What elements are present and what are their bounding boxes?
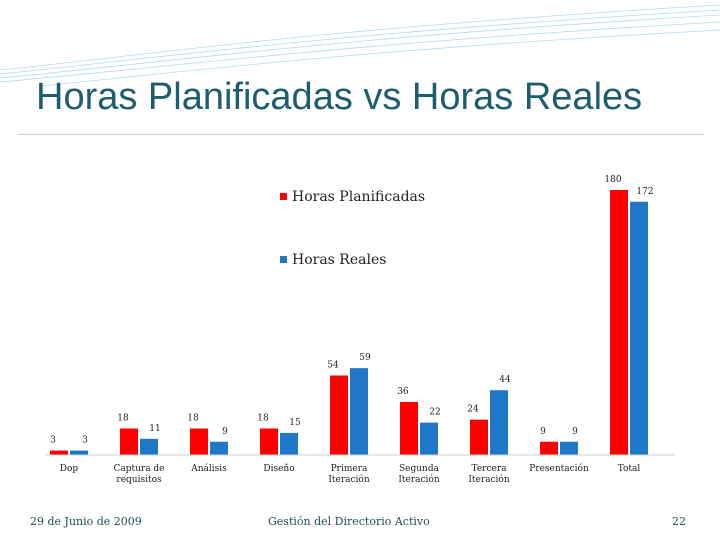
bar-actual-0 xyxy=(70,450,88,455)
bar-planned-6 xyxy=(470,419,488,455)
value-label-actual-5: 22 xyxy=(429,408,440,418)
category-label-5-1: Iteración xyxy=(398,474,440,485)
value-label-actual-4: 59 xyxy=(359,353,371,363)
bar-planned-0 xyxy=(50,450,68,455)
category-label-1-0: Captura de xyxy=(113,464,164,474)
category-label-1-1: requisitos xyxy=(116,475,162,485)
value-label-actual-0: 3 xyxy=(82,436,88,446)
category-label-2-0: Análisis xyxy=(190,463,227,474)
bar-planned-8 xyxy=(610,190,628,455)
bar-actual-3 xyxy=(280,432,298,455)
category-label-6-1: Iteración xyxy=(468,474,510,485)
bar-planned-1 xyxy=(120,428,138,455)
value-label-planned-2: 18 xyxy=(187,414,199,424)
bar-planned-7 xyxy=(540,441,558,455)
bar-actual-5 xyxy=(420,422,438,455)
value-label-planned-6: 24 xyxy=(467,405,479,415)
value-label-actual-8: 172 xyxy=(636,187,653,197)
value-label-actual-7: 9 xyxy=(572,427,578,437)
category-label-4-0: Primera xyxy=(331,464,368,474)
bar-actual-1 xyxy=(140,438,158,455)
value-label-actual-1: 11 xyxy=(149,424,160,434)
bar-actual-4 xyxy=(350,368,368,455)
header-wave-decoration xyxy=(0,4,720,87)
bar-planned-3 xyxy=(260,428,278,455)
bar-actual-7 xyxy=(560,441,578,455)
value-label-actual-2: 9 xyxy=(222,427,228,437)
legend-swatch-actual xyxy=(280,256,287,263)
value-label-actual-3: 15 xyxy=(289,418,301,428)
footer-subject: Gestión del Directorio Activo xyxy=(268,515,430,528)
value-label-actual-6: 44 xyxy=(499,375,511,385)
legend-label-actual: Horas Reales xyxy=(292,252,386,268)
bar-actual-8 xyxy=(630,201,648,455)
bar-actual-2 xyxy=(210,441,228,455)
chart-value-labels: 3 3 18 11 18 9 18 15 54 59 36 22 24 44 9 9 180 172 xyxy=(50,175,653,446)
value-label-planned-4: 54 xyxy=(327,361,339,371)
category-label-4-1: Iteración xyxy=(328,474,370,485)
value-label-planned-3: 18 xyxy=(257,414,269,424)
chart-legend: Horas Planificadas Horas Reales xyxy=(280,189,425,268)
category-label-8-0: Total xyxy=(618,464,641,474)
footer-page-number: 22 xyxy=(672,515,686,528)
bar-planned-4 xyxy=(330,375,348,455)
category-label-6-0: Tercera xyxy=(472,464,508,474)
value-label-planned-1: 18 xyxy=(117,414,129,424)
bar-actual-6 xyxy=(490,390,508,455)
bar-planned-2 xyxy=(190,428,208,455)
value-label-planned-7: 9 xyxy=(540,427,546,437)
category-label-3-0: Diseño xyxy=(263,464,294,474)
footer-date: 29 de Junio de 2009 xyxy=(30,515,142,528)
bar-planned-5 xyxy=(400,402,418,455)
legend-swatch-planned xyxy=(280,193,287,200)
value-label-planned-8: 180 xyxy=(604,175,621,185)
category-label-0-0: Dop xyxy=(60,464,79,474)
value-label-planned-0: 3 xyxy=(50,436,56,446)
slide-title: Horas Planificadas vs Horas Reales xyxy=(36,76,643,118)
value-label-planned-5: 36 xyxy=(397,387,409,397)
legend-label-planned: Horas Planificadas xyxy=(292,189,425,205)
category-label-5-0: Segunda xyxy=(399,464,440,474)
title-divider xyxy=(18,134,704,135)
chart-bars xyxy=(45,190,675,456)
category-label-7-0: Presentación xyxy=(529,463,589,474)
